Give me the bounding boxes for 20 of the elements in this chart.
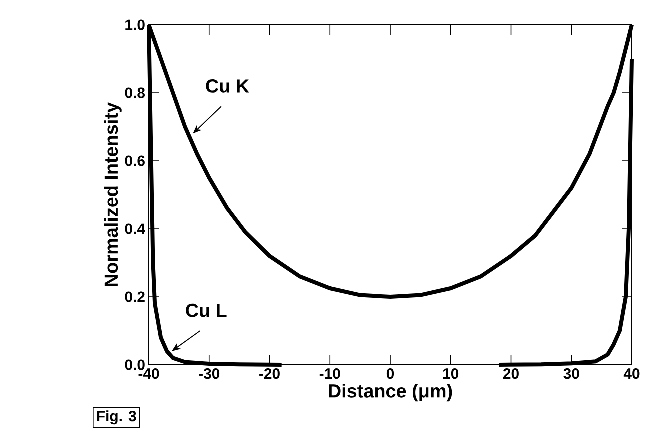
- annotation: Cu L: [186, 304, 227, 318]
- y-tick-label: 0.4: [125, 224, 146, 234]
- y-tick-label: 0.6: [125, 156, 145, 166]
- y-tick-label: 1.0: [126, 20, 145, 30]
- x-tick-label: -40: [138, 368, 160, 380]
- x-tick-label: 0: [386, 368, 394, 380]
- y-axis-title: Normalized Intensity: [104, 102, 122, 286]
- x-tick-label: 30: [564, 368, 580, 380]
- caption: Fig. 3: [97, 410, 136, 425]
- annotation: Cu K: [206, 79, 250, 93]
- x-tick-label: -30: [199, 368, 220, 380]
- y-tick-label: 0.8: [125, 88, 146, 98]
- y-tick-label: 0.2: [125, 292, 145, 302]
- x-tick-label: 10: [444, 368, 459, 380]
- x-tick-label: 20: [503, 368, 519, 380]
- x-tick-label: 40: [624, 368, 640, 380]
- x-tick-label: -20: [260, 368, 280, 380]
- x-axis-title: Distance (μm): [329, 384, 452, 402]
- x-tick-label: -10: [320, 368, 340, 380]
- y-tick-label: 0.0: [125, 360, 145, 370]
